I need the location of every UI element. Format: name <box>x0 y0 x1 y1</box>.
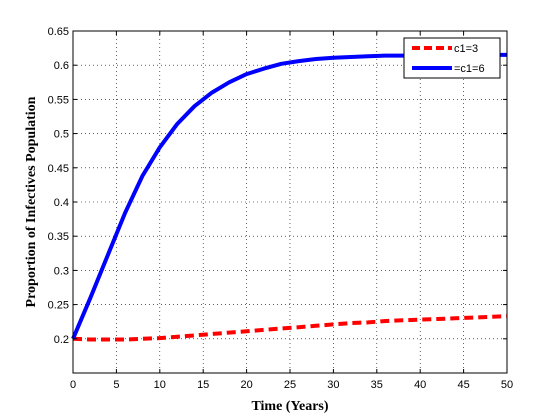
x-tick-label: 25 <box>284 379 296 391</box>
y-tick-label: 0.5 <box>54 129 69 141</box>
x-tick-label: 30 <box>327 379 339 391</box>
x-tick-label: 5 <box>113 379 119 391</box>
y-tick-label: 0.3 <box>54 265 69 277</box>
x-tick-label: 50 <box>501 379 513 391</box>
y-tick-label: 0.45 <box>48 163 69 175</box>
x-tick-label: 35 <box>371 379 383 391</box>
x-axis-title: Time (Years) <box>251 399 328 414</box>
x-tick-label: 20 <box>240 379 252 391</box>
y-tick-label: 0.6 <box>54 60 69 72</box>
y-tick-label: 0.25 <box>48 300 69 312</box>
legend-box <box>403 37 501 79</box>
y-axis-title: Proportion of Infectives Population <box>24 96 39 307</box>
series-lines <box>71 52 508 342</box>
series-line-2 <box>71 52 507 340</box>
legend: c1=3 =c1=6 <box>403 37 501 79</box>
series-line-1 <box>72 314 508 342</box>
y-tick-label: 0.2 <box>54 334 69 346</box>
y-tick-label: 0.35 <box>48 231 69 243</box>
y-tick-label: 0.4 <box>54 197 69 209</box>
y-tick-label: 0.65 <box>48 26 69 38</box>
y-tick-label: 0.55 <box>48 94 69 106</box>
axis-ticks: 0 5 10 15 20 25 30 35 40 45 50 0.2 0.25 0.3 0.35 0.4 0.4… <box>48 26 514 391</box>
legend-label-series-1: c1=3 <box>454 43 478 55</box>
legend-label-series-2: =c1=6 <box>454 63 485 75</box>
x-tick-label: 0 <box>70 379 76 391</box>
x-tick-label: 10 <box>154 379 166 391</box>
x-tick-label: 40 <box>414 379 426 391</box>
x-tick-label: 45 <box>457 379 469 391</box>
x-tick-label: 15 <box>197 379 209 391</box>
grid <box>73 31 507 373</box>
